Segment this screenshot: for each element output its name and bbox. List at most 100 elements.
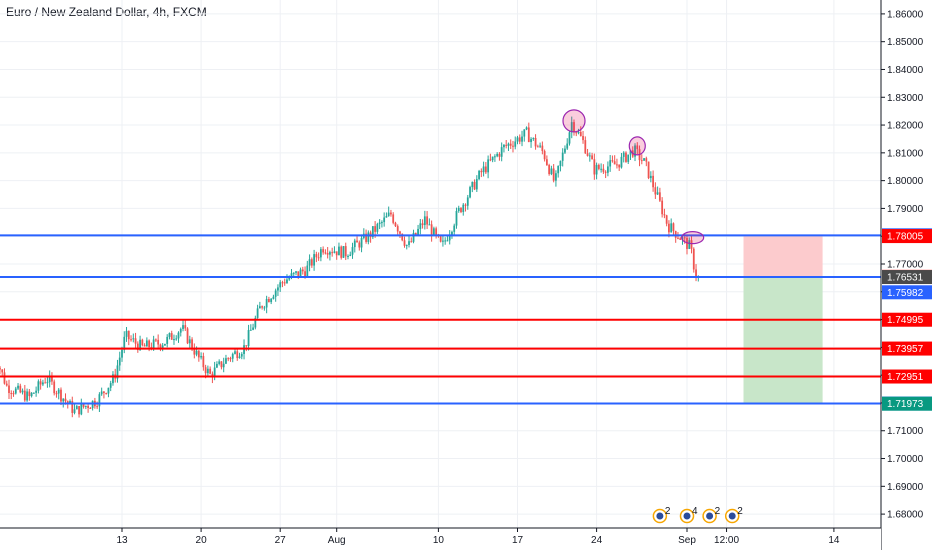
candle-body [258,306,261,309]
event-count: 2 [665,506,671,517]
candle-body [5,383,8,386]
candle-body [64,398,67,402]
candle-body [595,164,598,175]
candle [618,164,621,171]
candle-body [507,143,510,146]
candle-body [306,265,309,277]
candle [193,343,196,359]
time-tick-label: 12:00 [714,535,739,546]
candle [378,219,381,230]
price-tag[interactable]: 1.72951 [882,369,932,384]
candle-body [188,339,191,344]
candle-body [376,224,379,232]
candle [588,152,591,162]
candle [342,246,345,258]
candle [256,304,259,319]
candle [665,214,668,227]
candle [376,222,379,234]
candle-body [573,122,575,133]
horizontal-levels[interactable] [0,234,881,405]
candle [634,143,636,162]
price-tag[interactable]: 1.74995 [882,312,932,327]
candle-body [394,222,397,227]
candle-body [48,376,51,383]
candle [643,158,645,161]
candle [417,224,419,236]
candle-body [182,325,184,329]
candle-body [527,127,530,143]
candle [118,351,121,371]
highlight-circle[interactable] [681,231,705,245]
candle-body [26,391,28,401]
candle [568,131,571,146]
candle-body [175,338,178,340]
economic-event-icon[interactable]: 4 [679,506,699,524]
time-axis[interactable]: 13 20 27 Aug 10 17 24 Sep 12:00 14 [0,527,881,550]
candle [405,244,408,250]
candle-body [534,137,537,147]
candle-body [331,252,334,254]
highlight-circle[interactable] [562,109,586,133]
price-tag[interactable]: 1.71973 [882,396,932,411]
position-zones[interactable] [743,236,823,404]
economic-event-icon[interactable]: 2 [724,506,744,524]
candle [164,343,166,346]
economic-event-icon[interactable]: 2 [702,506,721,524]
candle-body [195,350,198,355]
candle-body [252,327,254,330]
candle [202,352,205,371]
candle [498,152,501,161]
candle [14,386,17,395]
candle-body [374,226,377,232]
candle-body [166,336,169,344]
candle-body [622,152,625,157]
price-tag[interactable]: 1.78005 [882,229,932,244]
candle-body [462,204,465,213]
candle-body [484,166,487,173]
candle [319,247,322,262]
candle [78,405,80,418]
candle-body [390,212,392,215]
price-tag[interactable]: 1.75982 [882,285,932,300]
candle-body [672,223,675,232]
candle [360,234,363,253]
candle-body [234,351,236,354]
candle [46,377,49,388]
candle-body [690,240,693,249]
candles [0,116,700,418]
candle [331,247,334,257]
highlight-markers[interactable] [562,109,705,245]
price-tag[interactable]: 1.73957 [882,341,932,356]
candle-body [28,391,31,397]
candle [455,207,458,229]
candle-body [288,277,291,280]
event-icons[interactable]: 2 4 2 2 [652,506,744,524]
candle [387,206,390,217]
candle [595,162,598,180]
take-profit-zone[interactable] [743,276,823,404]
price-tag-background [882,369,932,384]
candle [518,134,521,145]
candle [396,224,399,235]
highlight-circle[interactable] [628,136,646,156]
candle [367,230,370,245]
price-tag[interactable]: 1.76531 [882,270,932,285]
candle-body [636,145,639,150]
candle-body [145,340,148,347]
candle [582,130,584,144]
candle-body [392,214,395,223]
stop-loss-zone[interactable] [743,236,823,277]
candle [308,254,311,272]
price-axis[interactable]: 1.680001.690001.700001.710001.720001.730… [880,0,932,550]
economic-event-icon[interactable]: 2 [652,506,671,524]
candle [496,152,499,158]
candle-body [301,269,304,272]
candle-body [19,385,22,393]
candle [636,142,639,155]
candle [53,379,56,396]
candle-body [570,122,573,133]
candle-body [564,148,566,153]
candle-body [338,246,340,256]
